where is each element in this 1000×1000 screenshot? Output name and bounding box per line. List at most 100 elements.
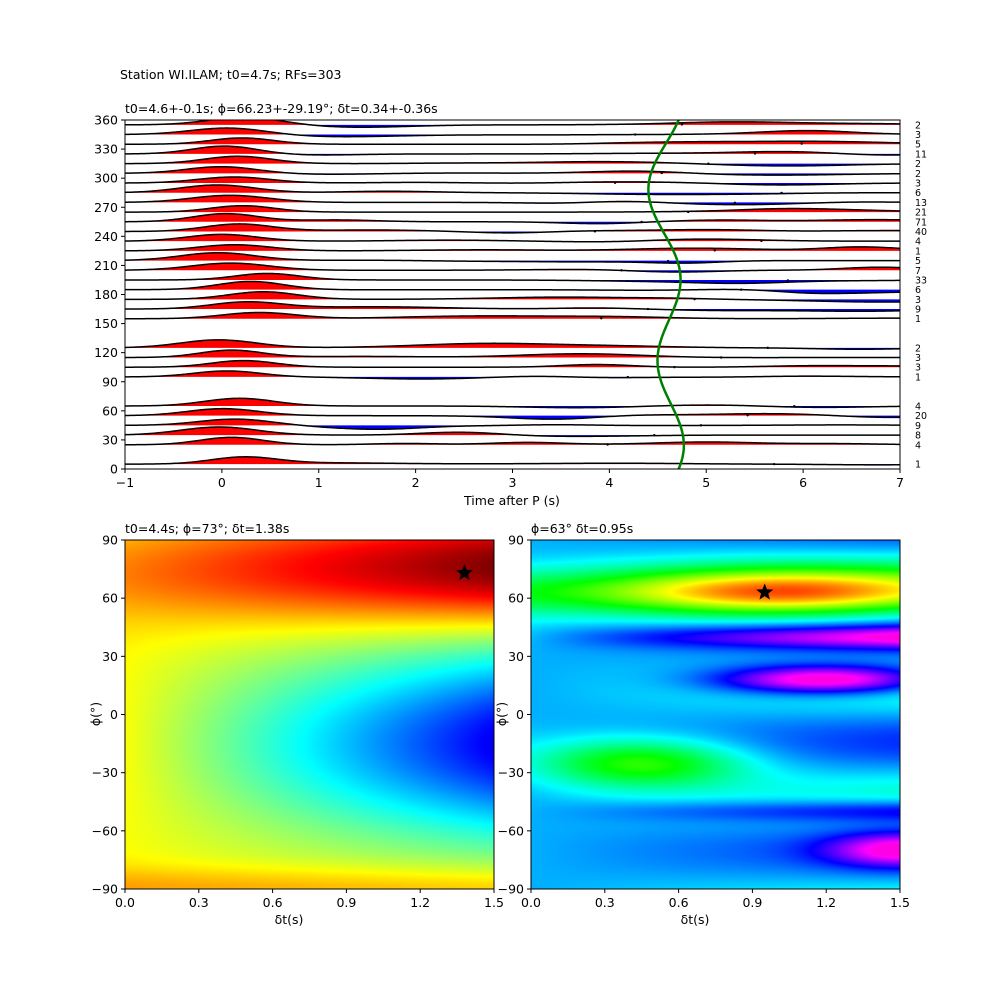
rf-x-tick-label: 0 — [218, 475, 226, 490]
heatmap-y-tick-label: −60 — [498, 823, 524, 838]
left-y-axis-label: ϕ(°) — [88, 702, 103, 726]
rf-traces — [125, 120, 900, 469]
rf-t0-curve — [647, 120, 686, 469]
rf-pick-dot — [786, 279, 790, 282]
rf-pick-dot — [772, 462, 776, 466]
rf-trace-count: 5 — [915, 256, 921, 267]
rf-trace-line — [125, 436, 900, 446]
rf-trace-line — [125, 243, 900, 252]
rf-trace-count: 20 — [915, 411, 927, 422]
grid-search-panel-right: ϕ=63° δt=0.95s 0.0 0.3 0.6 0.9 1.2 1.5 −90 −60… — [494, 521, 910, 927]
rf-trace-line — [125, 165, 900, 176]
rf-trace-line — [125, 127, 900, 138]
rf-trace-count: 40 — [915, 227, 927, 238]
rf-positive-fill — [125, 128, 900, 135]
left-x-ticks: 0.0 0.3 0.6 0.9 1.2 1.5 — [115, 889, 504, 910]
rf-trace-count: 6 — [915, 285, 921, 296]
rf-pick-dot — [800, 142, 803, 145]
rf-trace-line — [125, 272, 900, 285]
rf-trace-count: 1 — [915, 460, 921, 471]
rf-pick-dot — [660, 171, 663, 175]
rf-pick-dot — [687, 210, 690, 214]
rf-trace-line — [125, 120, 900, 128]
heatmap-x-tick-label: 0.6 — [669, 895, 689, 910]
rf-positive-fill — [125, 244, 900, 251]
best-fit-star-icon — [756, 583, 774, 600]
rf-trace-line — [125, 349, 900, 359]
rf-trace-line — [125, 194, 900, 206]
right-y-ticks: −90 −60 −30 0 30 60 90 — [498, 533, 531, 897]
heatmap-x-tick-label: 1.2 — [816, 895, 836, 910]
rf-pick-dot — [634, 133, 637, 136]
rf-trace-line — [125, 300, 900, 313]
rf-y-tick-label: 360 — [94, 113, 118, 128]
rf-pick-dot — [746, 414, 749, 417]
rf-pick-dot — [740, 288, 743, 291]
right-heatmap-image — [531, 540, 900, 889]
rf-y-tick-label: 270 — [94, 200, 118, 215]
rf-x-tick-label: −1 — [116, 475, 134, 490]
rf-positive-fill — [125, 398, 900, 406]
rf-positive-fill — [125, 456, 900, 465]
rf-positive-fill — [125, 273, 900, 280]
right-x-axis-label: δt(s) — [681, 912, 710, 927]
rf-trace-count: 8 — [915, 431, 921, 442]
rf-trace-count: 21 — [915, 208, 927, 219]
rf-trace-count: 33 — [915, 275, 927, 286]
rf-pick-dot — [620, 269, 623, 272]
rf-trace-count: 3 — [915, 130, 921, 141]
rf-positive-fill — [125, 205, 900, 213]
rf-trace-line — [125, 262, 900, 273]
rf-trace-line — [125, 291, 900, 303]
rf-x-tick-label: 6 — [799, 475, 807, 490]
heatmap-y-tick-label: −30 — [92, 765, 118, 780]
left-heatmap-image — [125, 540, 494, 889]
rf-positive-fill — [125, 437, 900, 445]
rf-trace-count: 2 — [915, 159, 921, 170]
rf-trace-count: 3 — [915, 353, 921, 364]
heatmap-y-tick-label: 60 — [102, 591, 118, 606]
rf-trace-line — [125, 311, 900, 320]
rf-x-tick-label: 3 — [509, 475, 517, 490]
rf-pick-dot — [600, 317, 603, 320]
rf-trace-count: 9 — [915, 421, 921, 432]
rf-trace-line — [125, 280, 900, 295]
rf-y-tick-label: 240 — [94, 229, 118, 244]
rf-pick-dot — [693, 297, 696, 301]
rf-trace-count: 1 — [915, 314, 921, 325]
rf-positive-fill — [125, 137, 900, 145]
rf-trace-count: 2 — [915, 120, 921, 131]
rf-trace-count: 6 — [915, 188, 921, 199]
rf-pick-dot — [680, 123, 684, 126]
heatmap-x-tick-label: 1.5 — [890, 895, 910, 910]
rf-panel-title: t0=4.6+-0.1s; ϕ=66.23+-29.19°; δt=0.34+-… — [125, 101, 438, 116]
rf-trace-line — [125, 204, 900, 213]
heatmap-y-tick-label: −60 — [92, 823, 118, 838]
rf-pick-dot — [666, 259, 670, 263]
heatmap-x-tick-label: 1.2 — [410, 895, 430, 910]
heatmap-x-tick-label: 0.9 — [336, 895, 356, 910]
heatmap-x-tick-label: 1.5 — [484, 895, 504, 910]
left-best-star-icon — [455, 563, 474, 581]
rf-trace-line — [125, 212, 900, 225]
rf-pick-dot — [593, 230, 597, 233]
rf-pick-dot — [626, 375, 629, 379]
heatmap-y-tick-label: −90 — [92, 882, 118, 897]
heatmap-y-tick-label: 90 — [508, 533, 524, 548]
rf-pick-dot — [653, 433, 656, 437]
rf-y-tick-label: 330 — [94, 142, 118, 157]
rf-pick-dot — [793, 404, 796, 408]
rf-x-tick-label: 7 — [896, 475, 904, 490]
rf-trace-line — [125, 370, 900, 380]
rf-negative-fill — [125, 309, 900, 312]
rf-pick-dot — [760, 239, 763, 243]
rf-trace-line — [125, 418, 900, 431]
rf-pick-dot — [613, 181, 617, 184]
rf-trace-count: 1 — [915, 246, 921, 257]
rf-positive-fill — [125, 350, 900, 358]
heatmap-x-tick-label: 0.3 — [189, 895, 209, 910]
rf-trace-count: 13 — [915, 198, 927, 209]
left-y-ticks: −90 −60 −30 0 30 60 90 — [92, 533, 125, 897]
heatmap-y-tick-label: 0 — [110, 707, 118, 722]
